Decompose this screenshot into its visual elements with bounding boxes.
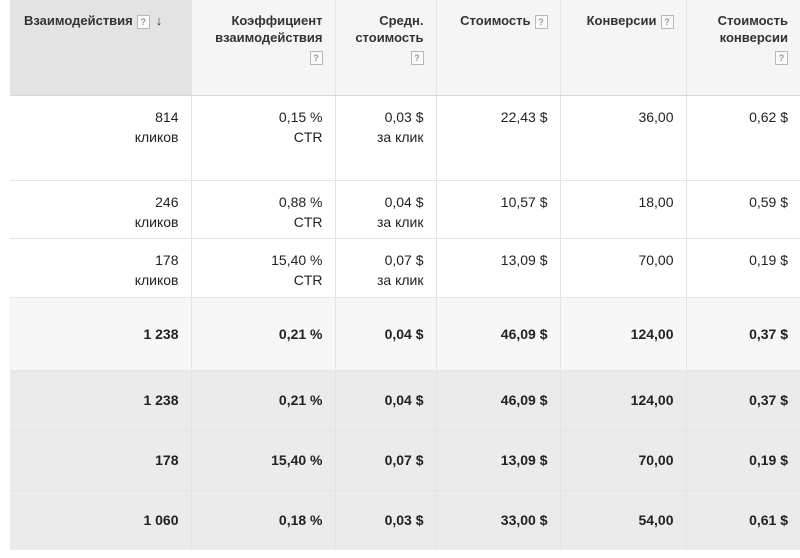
summary-row: 1 060 0,18 % 0,03 $ 33,00 $ 54,00 0,61 $ (10, 490, 800, 550)
cell-unit: за клик (377, 271, 424, 288)
column-header-conversions[interactable]: Конверсии? (560, 0, 687, 96)
avg-cost-cell: 0,04 $ за клик (335, 180, 437, 239)
cell-value: 15,40 % (271, 251, 323, 268)
cell-unit: кликов (134, 213, 179, 230)
table-row: 246 кликов 0,88 % CTR 0,04 $ за клик 10,57 … (10, 180, 800, 239)
column-header-label: Стоимость (460, 13, 531, 28)
rate-cell: 0,21 % (191, 297, 336, 371)
table-row: 178 кликов 15,40 % CTR 0,07 $ за клик 13,09… (10, 238, 800, 298)
cell-value: 0,07 $ (384, 251, 424, 268)
avg-cost-cell: 0,07 $ (335, 430, 437, 491)
rate-cell: 15,40 % (191, 430, 336, 491)
column-header-label: конверсии (719, 30, 788, 45)
cell-value: 0,04 $ (384, 193, 424, 210)
interactions-cell: 814 кликов (10, 95, 192, 181)
avg-cost-cell: 0,03 $ за клик (335, 95, 437, 181)
cost-cell: 22,43 $ (436, 95, 561, 181)
column-header-cost-per-conversion[interactable]: Стоимость конверсии ? (686, 0, 800, 96)
avg-cost-cell: 0,07 $ за клик (335, 238, 437, 298)
rate-cell: 0,15 % CTR (191, 95, 336, 181)
column-header-label: Средн. (379, 13, 424, 28)
help-icon[interactable]: ? (534, 14, 548, 29)
interactions-cell: 178 кликов (10, 238, 192, 298)
cost-cell: 13,09 $ (436, 430, 561, 491)
cell-unit: CTR (293, 213, 323, 230)
help-icon[interactable]: ? (410, 50, 424, 65)
column-header-label: Конверсии (586, 13, 657, 28)
conversions-cell: 70,00 (560, 430, 687, 491)
cell-unit: кликов (134, 271, 179, 288)
cell-unit: CTR (293, 128, 323, 145)
interactions-cell: 1 238 (10, 297, 192, 371)
column-header-rate[interactable]: Коэффициент взаимодействия ? (191, 0, 336, 96)
cost-per-conversion-cell: 0,62 $ (686, 95, 800, 181)
cost-cell: 13,09 $ (436, 238, 561, 298)
conversions-cell: 70,00 (560, 238, 687, 298)
help-icon[interactable]: ? (775, 50, 788, 65)
interactions-cell: 178 (10, 430, 192, 491)
conversions-cell: 124,00 (560, 370, 687, 431)
column-header-label: Коэффициент (231, 13, 323, 28)
cell-value: 178 (155, 251, 179, 268)
column-header-cost[interactable]: Стоимость? (436, 0, 561, 96)
cell-unit: кликов (134, 128, 179, 145)
conversions-cell: 124,00 (560, 297, 687, 371)
cell-value: 814 (155, 108, 179, 125)
cost-cell: 10,57 $ (436, 180, 561, 239)
cell-unit: за клик (377, 213, 424, 230)
cell-value: 246 (155, 193, 179, 210)
summary-row: 178 15,40 % 0,07 $ 13,09 $ 70,00 0,19 $ (10, 430, 800, 491)
avg-cost-cell: 0,04 $ (335, 370, 437, 431)
column-header-label: Стоимость (717, 13, 788, 28)
cell-value: 0,03 $ (384, 108, 424, 125)
cell-unit: за клик (377, 128, 424, 145)
rate-cell: 0,21 % (191, 370, 336, 431)
rate-cell: 0,18 % (191, 490, 336, 550)
cost-cell: 46,09 $ (436, 297, 561, 371)
summary-row: 1 238 0,21 % 0,04 $ 46,09 $ 124,00 0,37 … (10, 297, 800, 371)
cost-cell: 46,09 $ (436, 370, 561, 431)
column-header-label: стоимость (355, 30, 424, 45)
rate-cell: 15,40 % CTR (191, 238, 336, 298)
cost-cell: 33,00 $ (436, 490, 561, 550)
cell-value: 0,15 % (278, 108, 323, 125)
cell-value: 0,88 % (278, 193, 323, 210)
column-header-label: взаимодействия (215, 30, 323, 45)
help-icon[interactable]: ? (660, 14, 674, 29)
help-icon[interactable]: ? (309, 50, 323, 65)
interactions-cell: 1 060 (10, 490, 192, 550)
stats-table: Взаимодействия? ↓ Коэффициент взаимодейст… (10, 0, 800, 550)
conversions-cell: 18,00 (560, 180, 687, 239)
cost-per-conversion-cell: 0,61 $ (686, 490, 800, 550)
summary-row: 1 238 0,21 % 0,04 $ 46,09 $ 124,00 0,37 … (10, 370, 800, 431)
rate-cell: 0,88 % CTR (191, 180, 336, 239)
cell-unit: CTR (293, 271, 323, 288)
interactions-cell: 246 кликов (10, 180, 192, 239)
column-header-label: Взаимодействия (24, 13, 133, 28)
cost-per-conversion-cell: 0,19 $ (686, 238, 800, 298)
cost-per-conversion-cell: 0,37 $ (686, 370, 800, 431)
table-row: 814 кликов 0,15 % CTR 0,03 $ за клик 22,43 … (10, 95, 800, 181)
avg-cost-cell: 0,03 $ (335, 490, 437, 550)
conversions-cell: 54,00 (560, 490, 687, 550)
avg-cost-cell: 0,04 $ (335, 297, 437, 371)
header-row: Взаимодействия? ↓ Коэффициент взаимодейст… (10, 0, 800, 96)
cost-per-conversion-cell: 0,59 $ (686, 180, 800, 239)
conversions-cell: 36,00 (560, 95, 687, 181)
help-icon[interactable]: ? (136, 14, 150, 29)
cost-per-conversion-cell: 0,19 $ (686, 430, 800, 491)
column-header-avg-cost[interactable]: Средн. стоимость ? (335, 0, 437, 96)
cost-per-conversion-cell: 0,37 $ (686, 297, 800, 371)
interactions-cell: 1 238 (10, 370, 192, 431)
sort-descending-icon[interactable]: ↓ (155, 13, 163, 28)
column-header-interactions[interactable]: Взаимодействия? ↓ (10, 0, 192, 96)
